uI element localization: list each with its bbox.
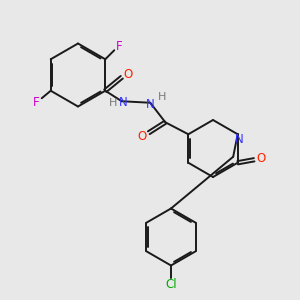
Text: O: O	[123, 68, 132, 81]
Text: N: N	[119, 96, 128, 109]
Text: H: H	[158, 92, 166, 102]
Text: O: O	[138, 130, 147, 143]
Text: N: N	[235, 133, 244, 146]
Text: Cl: Cl	[165, 278, 177, 292]
Text: F: F	[32, 96, 39, 109]
Text: H: H	[109, 98, 118, 108]
Text: N: N	[146, 98, 155, 111]
Text: O: O	[256, 152, 266, 165]
Text: F: F	[116, 40, 123, 53]
